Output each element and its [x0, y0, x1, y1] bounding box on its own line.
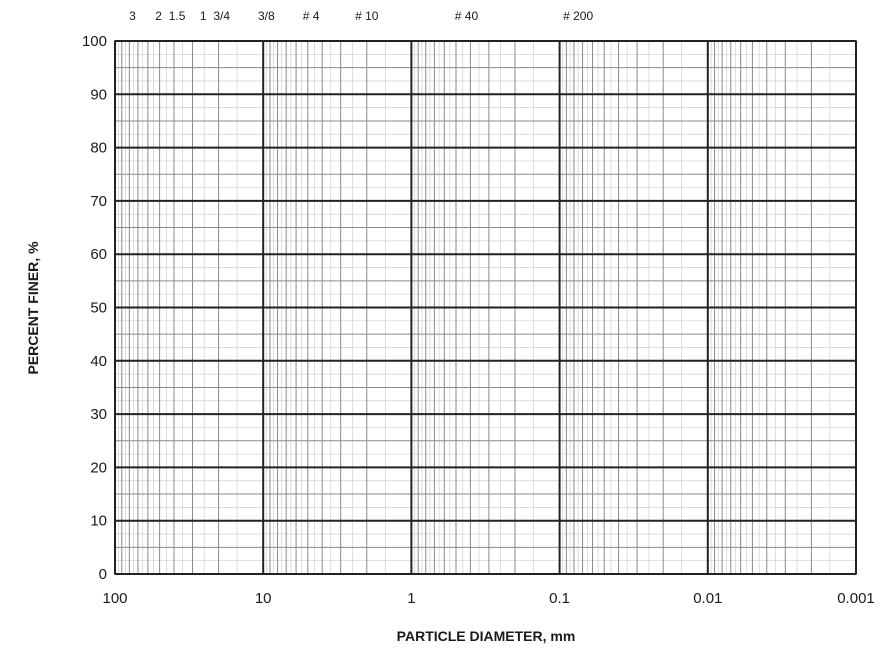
sieve-label: 3/8 — [258, 9, 275, 23]
y-tick-label: 70 — [90, 193, 107, 210]
sieve-label: 3/4 — [213, 9, 230, 23]
y-tick-label: 30 — [90, 406, 107, 423]
x-tick-label: 1 — [407, 590, 415, 607]
x-tick-label: 0.1 — [549, 590, 570, 607]
sieve-label: # 200 — [563, 9, 593, 23]
x-tick-label: 10 — [255, 590, 272, 607]
y-tick-label: 60 — [90, 246, 107, 263]
x-tick-labels: 100 10 1 0.1 0.01 0.001 — [102, 590, 874, 607]
y-tick-label: 100 — [82, 33, 107, 50]
plot-border — [114, 40, 857, 575]
y-tick-label: 40 — [90, 353, 107, 370]
sieve-label: 2 — [155, 9, 162, 23]
y-tick-label: 20 — [90, 459, 107, 476]
y-tick-labels: 0 10 20 30 40 50 60 70 80 90 100 — [82, 33, 107, 583]
y-tick-label: 50 — [90, 300, 107, 317]
sieve-label: # 40 — [455, 9, 479, 23]
y-axis-label: PERCENT FINER, % — [25, 241, 41, 375]
x-tick-label: 100 — [102, 590, 127, 607]
x-axis-label: PARTICLE DIAMETER, mm — [397, 628, 576, 644]
sieve-label: # 4 — [303, 9, 320, 23]
plot-frame — [114, 40, 857, 575]
sieve-label: 1 — [200, 9, 207, 23]
grid-layer — [114, 40, 857, 575]
sieve-label: # 10 — [355, 9, 379, 23]
y-tick-label: 10 — [90, 513, 107, 530]
y-tick-label: 0 — [99, 566, 107, 583]
sieve-size-labels: 3 2 1.5 1 3/4 3/8 # 4 # 10 # 40 # 200 — [129, 9, 593, 23]
sieve-label: 3 — [129, 9, 136, 23]
sieve-label: 1.5 — [169, 9, 186, 23]
x-tick-label: 0.001 — [837, 590, 875, 607]
y-tick-label: 90 — [90, 86, 107, 103]
x-tick-label: 0.01 — [693, 590, 722, 607]
y-tick-label: 80 — [90, 140, 107, 157]
